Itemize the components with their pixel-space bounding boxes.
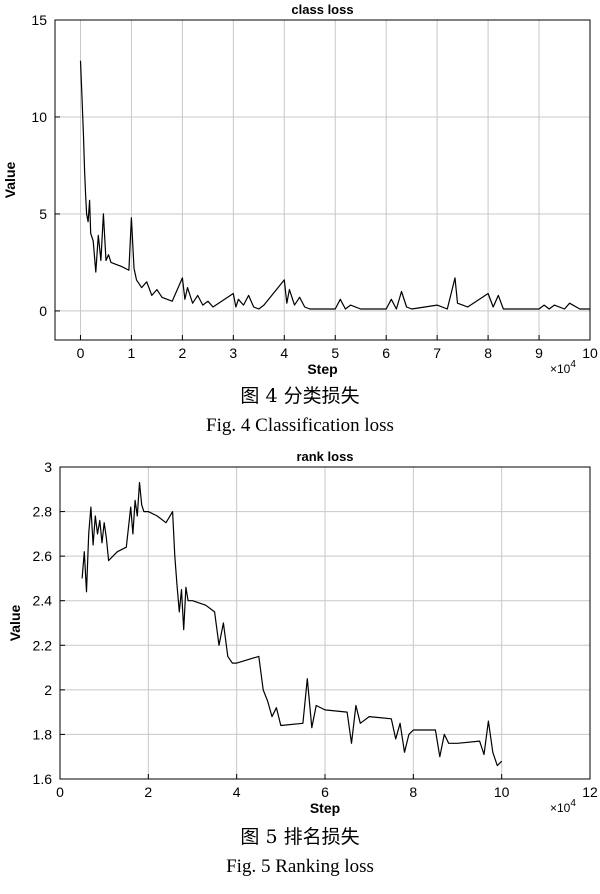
chart1-x-tick-label: 4	[280, 345, 288, 361]
chart1-x-multiplier: ×104	[550, 359, 576, 376]
chart1-x-axis-label: Step	[307, 361, 337, 377]
chart1-y-axis-label: Value	[2, 162, 18, 199]
chart1-plot-area	[54, 19, 591, 341]
chart2-x-tick-label: 4	[233, 784, 241, 800]
chart2-x-axis-label: Step	[310, 800, 340, 816]
chart2-x-tick-label: 2	[144, 784, 152, 800]
chart2-x-tick-label: 12	[582, 784, 598, 800]
chart1-x-tick-label: 9	[535, 345, 543, 361]
chart2-title: rank loss	[296, 449, 353, 464]
chart1-y-tick-label: 10	[31, 109, 47, 125]
chart2-y-tick-label: 1.6	[33, 771, 53, 787]
chart2-y-tick-label: 2.2	[33, 637, 53, 653]
chart1-y-tick-label: 15	[31, 12, 47, 28]
chart2-x-tick-label: 8	[409, 784, 417, 800]
chart2-y-tick-label: 1.8	[33, 726, 53, 742]
rank-loss-chart: 0 2 4 6 8 10 12 1.6 1.8 2 2.2 2.4 2.6 2.8 3 rank loss St…	[7, 449, 598, 816]
chart1-y-tick-label: 5	[39, 206, 47, 222]
chart1-title: class loss	[291, 2, 353, 17]
chart2-y-tick-label: 2.8	[33, 504, 53, 520]
chart2-x-tick-label: 6	[321, 784, 329, 800]
chart1-x-tick-label: 6	[382, 345, 390, 361]
chart2-y-axis-label: Value	[7, 605, 23, 642]
chart2-x-multiplier: ×104	[550, 798, 576, 815]
chart1-x-tick-label: 7	[433, 345, 441, 361]
chart2-series-line	[81, 481, 503, 767]
chart2-y-tick-label: 2.4	[33, 593, 53, 609]
chart1-x-tick-label: 3	[229, 345, 237, 361]
chart1-x-tick-label: 1	[128, 345, 136, 361]
chart2-y-tick-label: 2	[44, 682, 52, 698]
chart1-y-tick-label: 0	[39, 303, 47, 319]
fig5-caption-en: Fig. 5 Ranking loss	[226, 856, 374, 877]
chart1-axes-frame	[54, 19, 591, 341]
chart2-y-tick-label: 3	[44, 459, 52, 475]
fig4-caption-en: Fig. 4 Classification loss	[206, 415, 394, 436]
chart1-x-tick-label: 10	[582, 345, 598, 361]
fig5-caption-cn: 图 5 排名损失	[240, 826, 360, 848]
chart2-x-tick-label: 10	[494, 784, 510, 800]
chart2-y-tick-label: 2.6	[33, 548, 53, 564]
chart1-x-tick-label: 0	[77, 345, 85, 361]
chart1-x-tick-label: 5	[331, 345, 339, 361]
fig4-caption-cn: 图 4 分类损失	[240, 385, 360, 407]
chart2-axes-frame	[59, 466, 591, 780]
chart2-x-tick-label: 0	[56, 784, 64, 800]
chart1-series-line	[79, 60, 590, 310]
class-loss-chart: 0 1 2 3 4 5 6 7 8 9 10 0 5 10 15 class loss Step Value ×10…	[2, 2, 598, 377]
chart1-x-tick-label: 2	[178, 345, 186, 361]
chart1-x-tick-label: 8	[484, 345, 492, 361]
